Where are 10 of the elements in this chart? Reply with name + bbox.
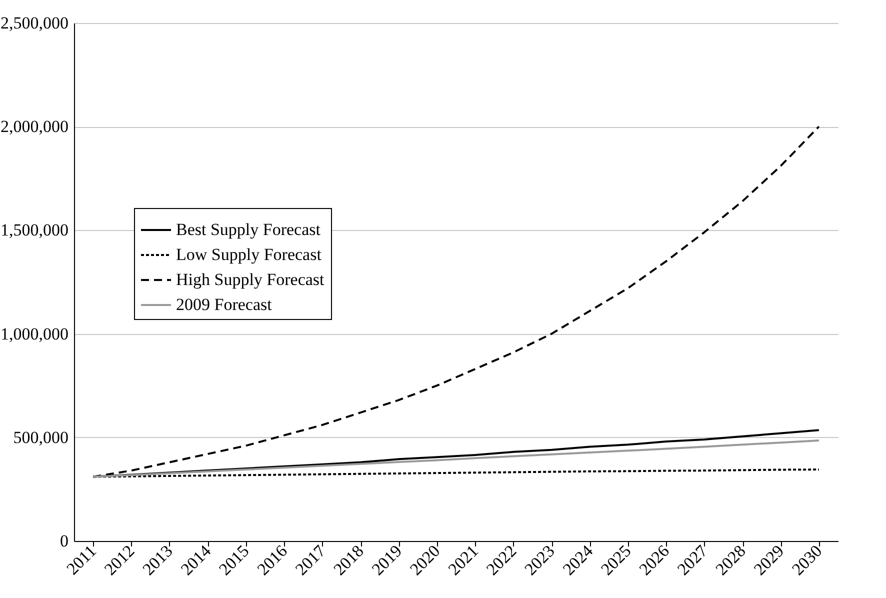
y-tick-label: 2,000,000 xyxy=(0,117,68,136)
y-tick-label: 0 xyxy=(60,532,68,550)
y-tick-label: 2,500,000 xyxy=(0,14,68,32)
legend-label: 2009 Forecast xyxy=(176,295,272,314)
y-tick-label: 500,000 xyxy=(13,428,68,447)
legend-label: Best Supply Forecast xyxy=(176,220,321,239)
y-tick-label: 1,000,000 xyxy=(0,324,68,344)
y-tick-label: 1,500,000 xyxy=(0,220,68,240)
legend-label: Low Supply Forecast xyxy=(176,245,322,264)
legend-label: High Supply Forecast xyxy=(176,270,325,289)
